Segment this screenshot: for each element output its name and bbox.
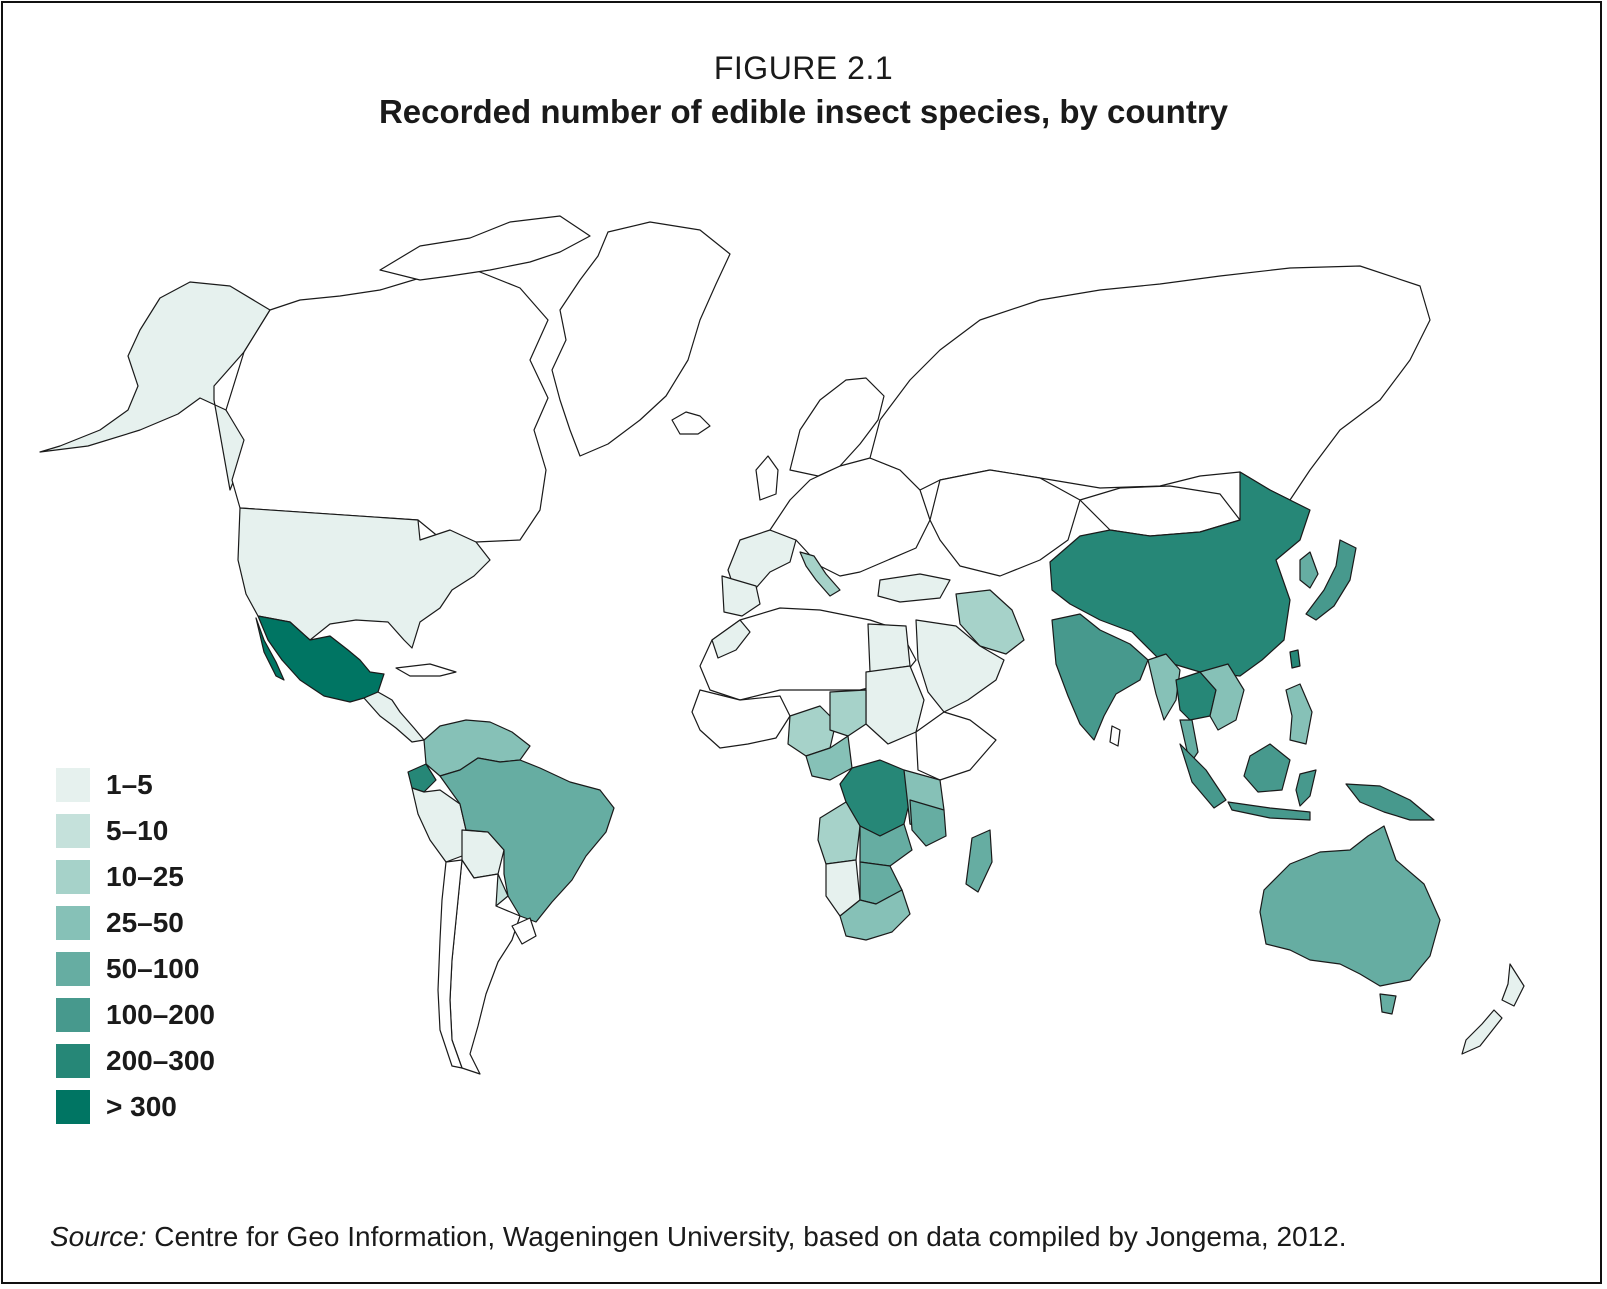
- region-caribbean: [395, 663, 457, 677]
- region-russia: [869, 265, 1431, 501]
- legend-label: 5–10: [106, 815, 169, 846]
- legend-item: 5–10: [56, 814, 296, 848]
- region-alaska: [39, 281, 271, 491]
- legend-label: 50–100: [106, 953, 200, 984]
- figure-title: Recorded number of edible insect species…: [378, 93, 1229, 130]
- region-turkey: [877, 573, 951, 603]
- region-central-asia: [929, 469, 1081, 577]
- region-china: [1049, 471, 1311, 677]
- region-iceland: [671, 411, 711, 435]
- region-horn-africa: [915, 711, 997, 781]
- legend-item: 200–300: [56, 1044, 296, 1078]
- region-iran: [955, 589, 1025, 655]
- region-sudan: [865, 665, 925, 745]
- region-ecuador: [407, 763, 437, 793]
- legend-label: 1–5: [106, 769, 153, 800]
- region-greenland: [551, 221, 731, 457]
- region-central-america: [363, 691, 425, 743]
- region-scandinavia: [789, 377, 885, 477]
- source-text: Centre for Geo Information, Wageningen U…: [154, 1221, 1347, 1252]
- region-uruguay: [511, 917, 537, 945]
- legend-item: 100–200: [56, 998, 296, 1032]
- region-sri-lanka: [1109, 725, 1121, 747]
- region-baja: [255, 617, 285, 681]
- region-west-africa: [691, 689, 791, 749]
- source-note: Source: Centre for Geo Information, Wage…: [50, 1221, 1347, 1253]
- legend-label: > 300: [106, 1091, 177, 1122]
- region-sumatra: [1179, 743, 1227, 809]
- region-madagascar: [965, 829, 993, 893]
- figure-label: FIGURE 2.1: [713, 50, 894, 86]
- region-java: [1227, 801, 1311, 821]
- legend-swatch: [56, 1090, 90, 1124]
- source-prefix: Source:: [50, 1221, 147, 1252]
- region-south-africa: [839, 889, 911, 941]
- region-borneo: [1243, 743, 1291, 793]
- region-tanzania: [909, 799, 947, 847]
- region-taiwan: [1289, 649, 1301, 669]
- region-central-africa-north: [829, 689, 867, 737]
- legend-item: > 300: [56, 1090, 296, 1124]
- legend-label: 25–50: [106, 907, 184, 938]
- legend-label: 200–300: [106, 1045, 216, 1076]
- region-italy: [799, 551, 841, 597]
- legend-label: 10–25: [106, 861, 184, 892]
- legend-swatch: [56, 860, 90, 894]
- region-uk: [755, 455, 779, 501]
- region-australia: [1259, 825, 1441, 987]
- legend-swatch: [56, 768, 90, 802]
- region-mexico: [257, 615, 385, 703]
- legend-item: 25–50: [56, 906, 296, 940]
- region-arctic-islands: [379, 215, 591, 281]
- legend-item: 10–25: [56, 860, 296, 894]
- region-india: [1051, 613, 1149, 741]
- region-chile: [437, 859, 463, 1069]
- legend-item: 1–5: [56, 768, 296, 802]
- region-japan: [1305, 539, 1357, 621]
- region-philippines: [1285, 683, 1313, 745]
- region-egypt: [867, 623, 911, 673]
- region-korea: [1299, 551, 1319, 589]
- region-morocco: [711, 619, 751, 659]
- legend-swatch: [56, 998, 90, 1032]
- region-malay-peninsula: [1179, 719, 1199, 765]
- region-new-guinea: [1345, 783, 1435, 821]
- region-iberia: [721, 575, 761, 617]
- region-canada: [225, 267, 549, 543]
- legend-swatch: [56, 906, 90, 940]
- region-arabia: [915, 619, 1005, 713]
- legend-swatch: [56, 1044, 90, 1078]
- legend-label: 100–200: [106, 999, 216, 1030]
- region-new-zealand: [1461, 963, 1525, 1055]
- region-tasmania: [1379, 993, 1397, 1015]
- legend-item: 50–100: [56, 952, 296, 986]
- region-brazil: [439, 757, 615, 923]
- region-indochina: [1199, 663, 1245, 731]
- legend-swatch: [56, 814, 90, 848]
- legend-swatch: [56, 952, 90, 986]
- region-sulawesi: [1295, 769, 1317, 807]
- region-myanmar: [1147, 653, 1181, 721]
